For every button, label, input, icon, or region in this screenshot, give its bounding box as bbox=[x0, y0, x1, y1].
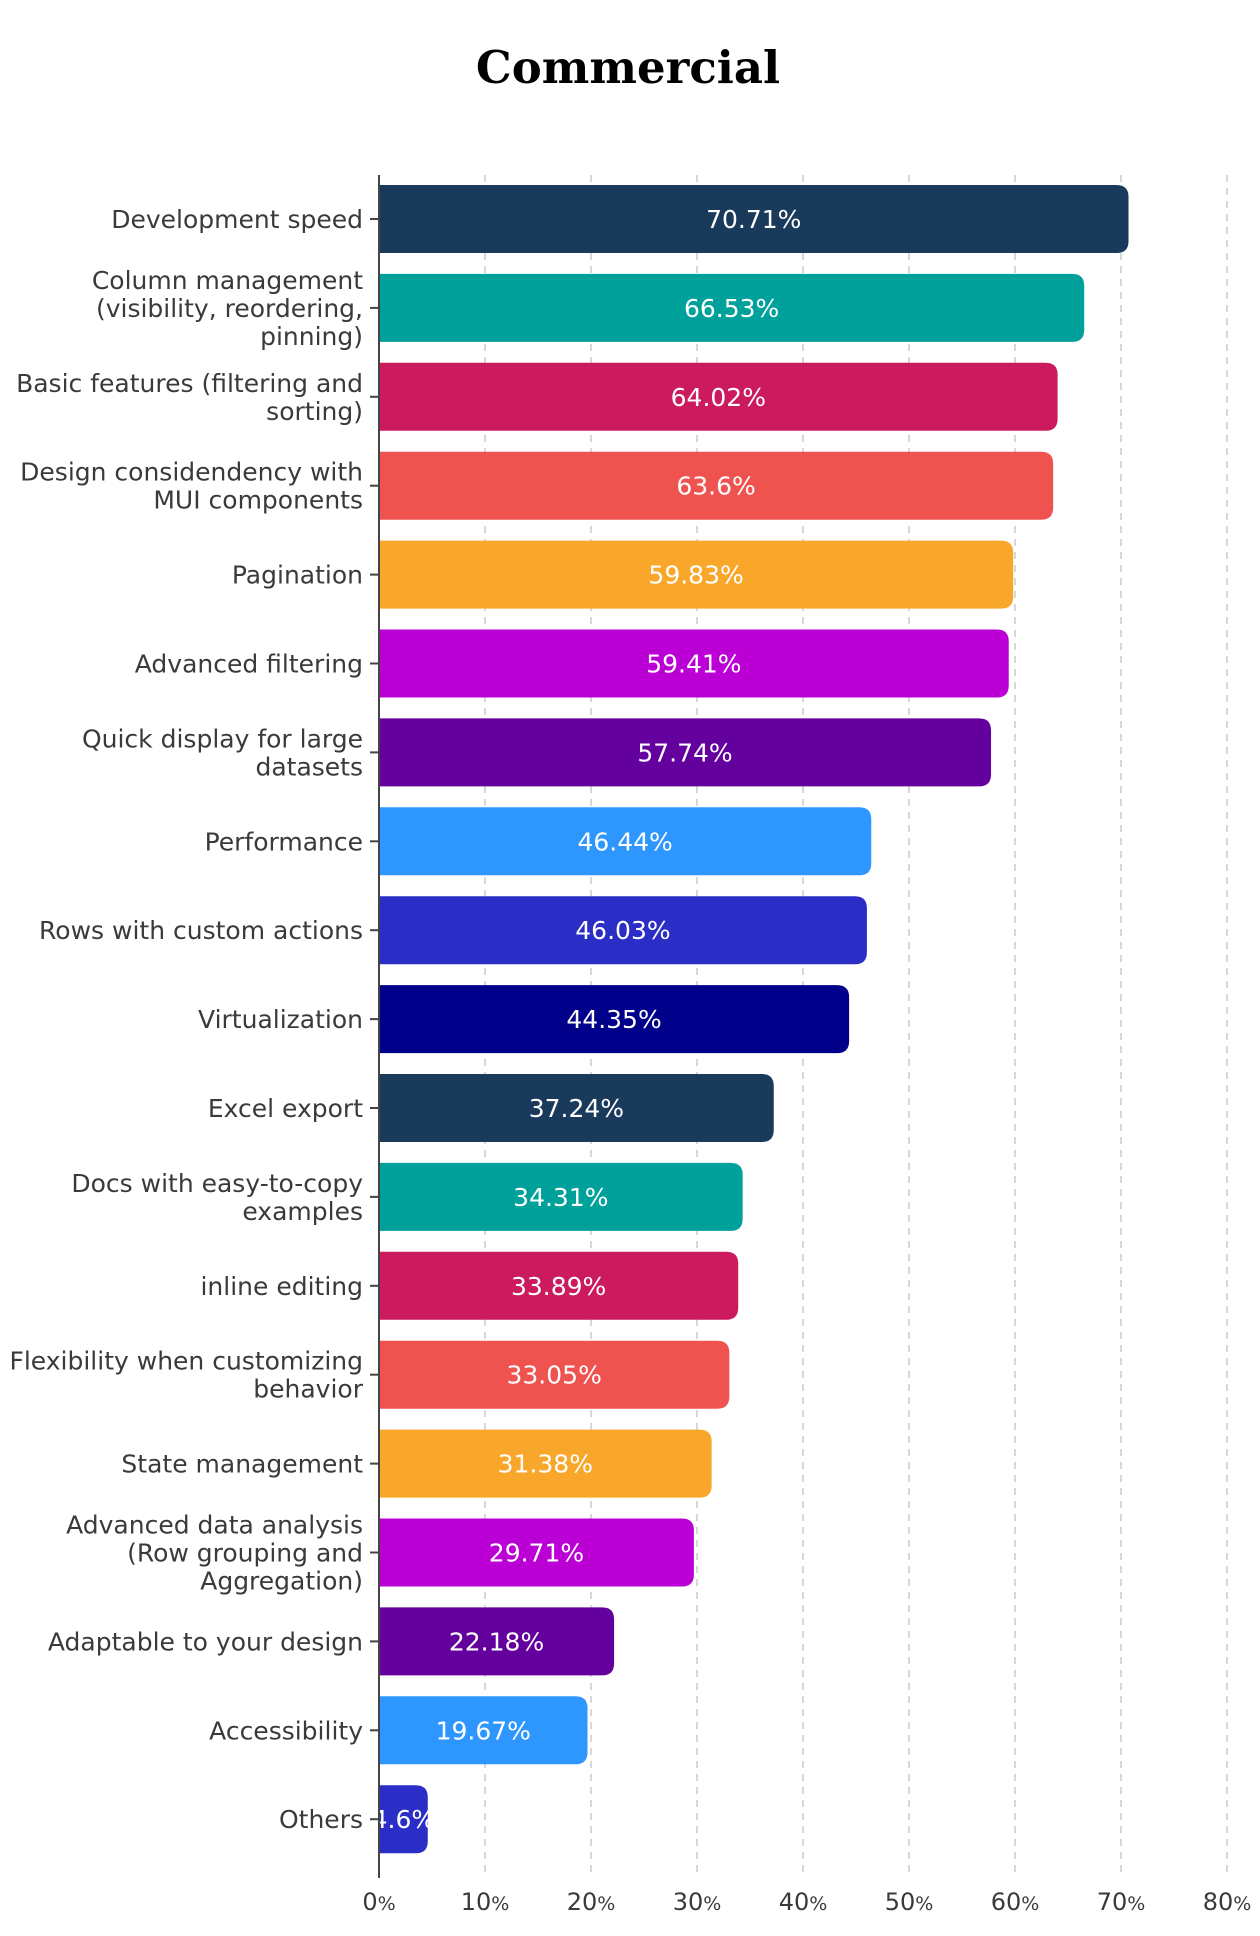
bars: 70.71% 66.53% 64.02% 63.6% 59.83% 59.41% 57.74… bbox=[372, 185, 1129, 1854]
bar-value-label: 70.71% bbox=[706, 205, 801, 234]
bar bbox=[379, 1251, 739, 1320]
bar-value-label: 59.83% bbox=[648, 561, 743, 590]
bar bbox=[379, 1429, 712, 1498]
bar bbox=[379, 1696, 588, 1765]
category-label: Flexibility when customizing behavior bbox=[9, 1347, 363, 1404]
bar-value-label: 31.38% bbox=[498, 1450, 593, 1479]
bar bbox=[379, 362, 1058, 431]
bar-value-label: 37.24% bbox=[529, 1094, 624, 1123]
bar-value-label: 29.71% bbox=[489, 1539, 584, 1568]
bar bbox=[379, 1518, 694, 1587]
category-label: Pagination bbox=[232, 561, 363, 590]
bar-value-label: 33.05% bbox=[507, 1361, 602, 1390]
category-label: Virtualization bbox=[198, 1005, 363, 1034]
category-label: Adaptable to your design bbox=[48, 1627, 363, 1656]
bar-value-label: 64.02% bbox=[671, 383, 766, 412]
bar-value-label: 46.44% bbox=[577, 827, 672, 856]
category-label: Performance bbox=[205, 827, 363, 856]
x-tick-label: 10% bbox=[461, 1888, 510, 1916]
bar bbox=[379, 1074, 774, 1142]
x-tick-label: 80% bbox=[1203, 1888, 1252, 1916]
category-label: Docs with easy-to-copy examples bbox=[71, 1169, 363, 1226]
bar-value-label: 4.6% bbox=[372, 1805, 436, 1834]
bar bbox=[379, 185, 1129, 253]
bar bbox=[379, 718, 992, 787]
category-label: Accessibility bbox=[209, 1716, 363, 1745]
category-label: Others bbox=[279, 1805, 363, 1834]
category-label: Column management (visibility, reordering… bbox=[92, 266, 363, 351]
category-label: Development speed bbox=[111, 205, 363, 234]
category-label: Quick display for large datasets bbox=[82, 724, 363, 781]
bar bbox=[379, 540, 1014, 609]
bar-value-label: 66.53% bbox=[684, 294, 779, 323]
bar-value-label: 44.35% bbox=[566, 1005, 661, 1034]
bar-value-label: 57.74% bbox=[637, 738, 732, 767]
bar bbox=[379, 896, 867, 965]
category-label: Design considendency with MUI components bbox=[20, 458, 363, 515]
bar-value-label: 19.67% bbox=[436, 1716, 531, 1745]
axes: 0% 10% 20% 30% 40% 50% 60% 70% 80% Development sp… bbox=[9, 175, 1251, 1916]
category-label: Advanced filtering bbox=[135, 650, 363, 679]
bar bbox=[379, 629, 1009, 698]
category-label: inline editing bbox=[200, 1272, 363, 1301]
x-tick-label: 50% bbox=[885, 1888, 934, 1916]
x-tick-label: 40% bbox=[779, 1888, 828, 1916]
bar bbox=[379, 1162, 743, 1231]
bar-value-label: 22.18% bbox=[449, 1627, 544, 1656]
bar-value-label: 34.31% bbox=[513, 1183, 608, 1212]
chart-title: Commercial bbox=[476, 41, 780, 94]
x-tick-label: 30% bbox=[673, 1888, 722, 1916]
x-tick-label: 70% bbox=[1097, 1888, 1146, 1916]
category-label: Rows with custom actions bbox=[39, 916, 363, 945]
bar bbox=[379, 1785, 428, 1854]
bar-value-label: 46.03% bbox=[575, 916, 670, 945]
bar bbox=[379, 1607, 615, 1676]
bar-value-label: 59.41% bbox=[646, 650, 741, 679]
bar bbox=[379, 1340, 730, 1409]
bar-value-label: 33.89% bbox=[511, 1272, 606, 1301]
category-label: Excel export bbox=[208, 1094, 363, 1123]
bar bbox=[379, 451, 1054, 520]
x-tick-label: 20% bbox=[567, 1888, 616, 1916]
x-tick-label: 0% bbox=[362, 1888, 395, 1916]
bar bbox=[379, 985, 850, 1054]
x-tick-label: 60% bbox=[991, 1888, 1040, 1916]
category-label: Basic features (filtering and sorting) bbox=[16, 369, 363, 426]
bar bbox=[379, 807, 872, 876]
bar bbox=[379, 273, 1085, 342]
category-label: State management bbox=[121, 1450, 363, 1479]
bar-value-label: 63.6% bbox=[676, 472, 755, 501]
category-label: Advanced data analysis (Row grouping and A… bbox=[66, 1511, 363, 1596]
